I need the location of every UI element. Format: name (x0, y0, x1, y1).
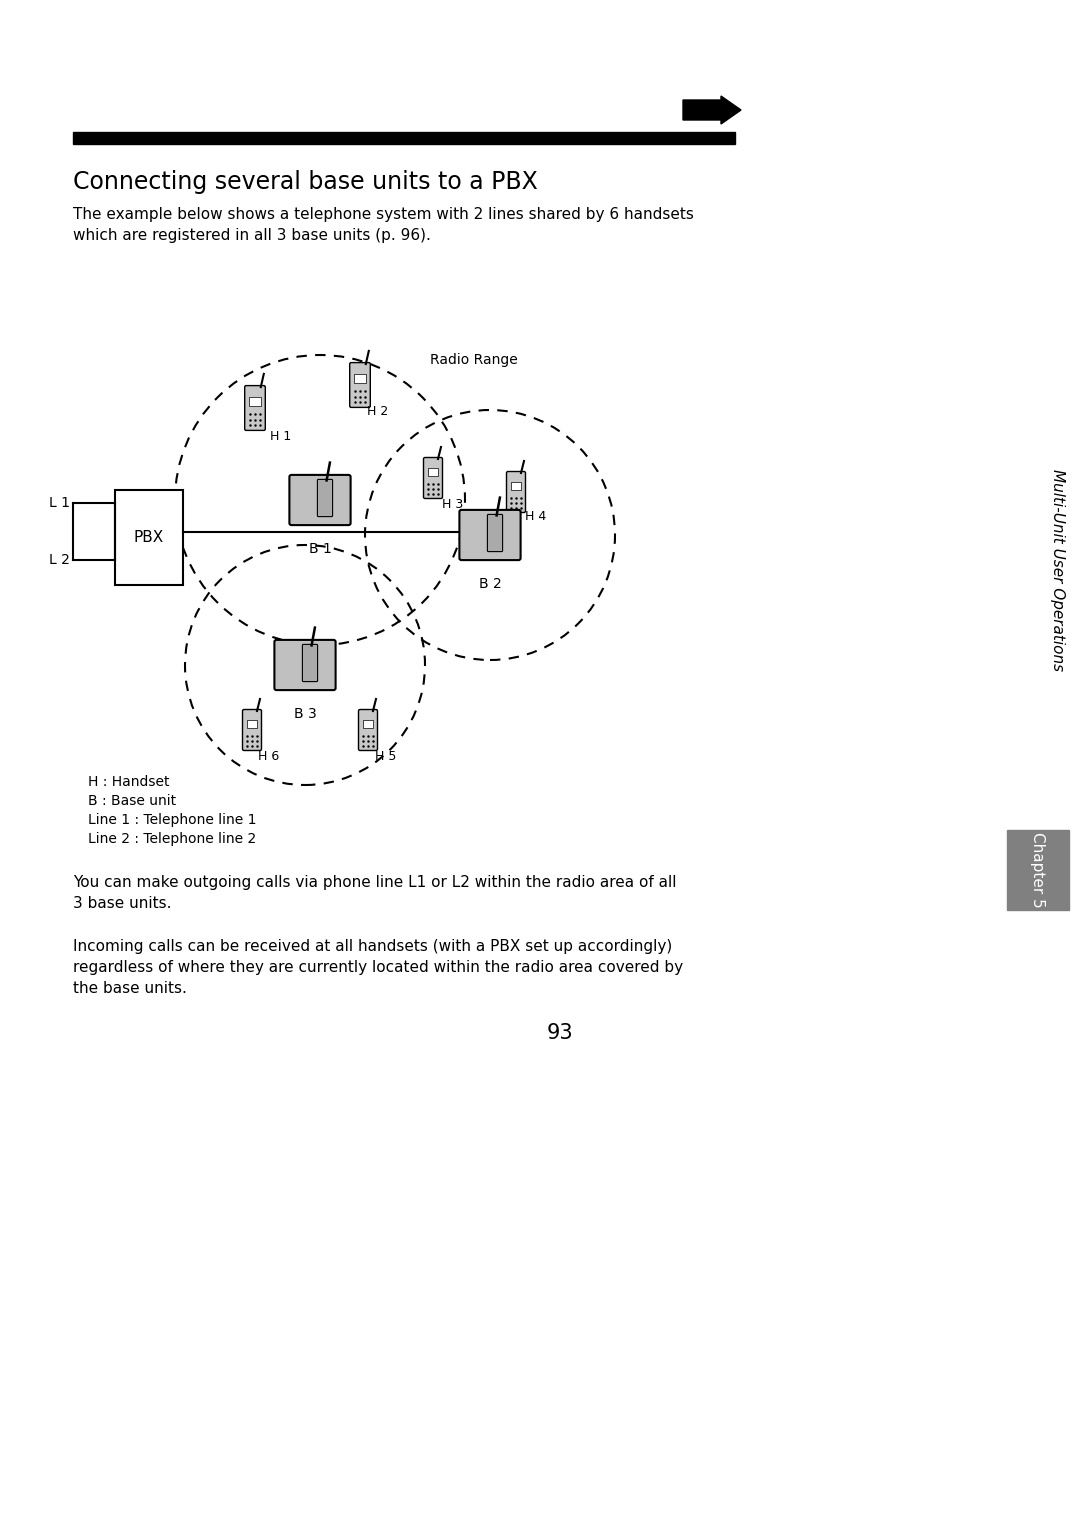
FancyBboxPatch shape (354, 374, 366, 384)
FancyBboxPatch shape (247, 720, 257, 727)
FancyBboxPatch shape (507, 472, 526, 512)
FancyBboxPatch shape (249, 397, 260, 406)
FancyBboxPatch shape (511, 481, 521, 490)
Bar (73, 131, 735, 144)
Text: B : Base unit: B : Base unit (87, 795, 176, 808)
Text: H : Handset: H : Handset (87, 775, 170, 788)
Text: PBX: PBX (134, 530, 164, 545)
Text: L 1: L 1 (49, 497, 70, 510)
Text: B 1: B 1 (309, 542, 332, 556)
Text: Line 1 : Telephone line 1: Line 1 : Telephone line 1 (87, 813, 257, 827)
FancyBboxPatch shape (289, 475, 351, 526)
Text: H 3: H 3 (442, 498, 463, 510)
Text: Incoming calls can be received at all handsets (with a PBX set up accordingly)
r: Incoming calls can be received at all ha… (73, 940, 684, 996)
FancyBboxPatch shape (459, 510, 521, 561)
Text: H 4: H 4 (525, 510, 546, 523)
FancyBboxPatch shape (302, 645, 318, 681)
Text: L 2: L 2 (49, 553, 70, 567)
FancyBboxPatch shape (274, 640, 336, 691)
FancyBboxPatch shape (350, 362, 370, 408)
FancyBboxPatch shape (359, 709, 378, 750)
Text: Radio Range: Radio Range (430, 353, 517, 367)
Text: Chapter 5: Chapter 5 (1030, 833, 1045, 908)
FancyBboxPatch shape (245, 385, 266, 431)
Text: H 5: H 5 (375, 750, 396, 762)
Text: 93: 93 (546, 1024, 573, 1044)
FancyBboxPatch shape (423, 457, 443, 498)
FancyBboxPatch shape (243, 709, 261, 750)
Text: The example below shows a telephone system with 2 lines shared by 6 handsets
whi: The example below shows a telephone syst… (73, 206, 693, 243)
Text: H 6: H 6 (258, 750, 280, 762)
Text: Line 2 : Telephone line 2: Line 2 : Telephone line 2 (87, 833, 256, 847)
Text: B 3: B 3 (294, 707, 316, 721)
Text: Multi-Unit User Operations: Multi-Unit User Operations (1051, 469, 1066, 671)
Bar (114, 490, 183, 585)
FancyBboxPatch shape (318, 480, 333, 516)
Text: B 2: B 2 (478, 578, 501, 591)
Bar (1007, 830, 1069, 911)
FancyArrow shape (683, 96, 741, 124)
FancyBboxPatch shape (487, 515, 502, 552)
FancyBboxPatch shape (363, 720, 373, 727)
Text: You can make outgoing calls via phone line L1 or L2 within the radio area of all: You can make outgoing calls via phone li… (73, 876, 676, 911)
Text: H 1: H 1 (270, 429, 292, 443)
FancyBboxPatch shape (428, 468, 438, 477)
Text: H 2: H 2 (367, 405, 388, 419)
Text: Connecting several base units to a PBX: Connecting several base units to a PBX (73, 170, 538, 194)
